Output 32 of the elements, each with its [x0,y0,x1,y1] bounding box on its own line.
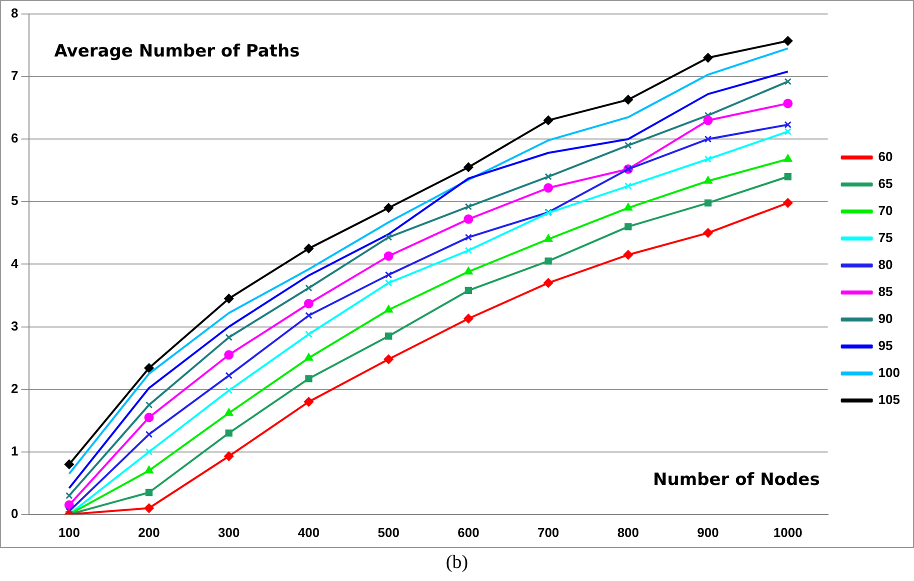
x-tick-label: 300 [218,524,240,540]
x-tick-label: 800 [617,524,640,540]
y-tick-label: 1 [10,443,18,458]
y-tick-label: 5 [10,193,18,208]
y-tick-label: 6 [10,130,18,146]
x-tick-label: 500 [378,524,400,540]
legend-label: 90 [878,311,893,326]
x-tick-label: 100 [58,524,80,540]
y-tick-label: 7 [10,68,18,84]
legend-label: 80 [878,257,893,272]
y-tick-label: 3 [10,318,18,334]
legend-label: 60 [878,149,893,164]
x-tick-label: 1000 [773,524,802,540]
y-axis-title: Average Number of Paths [54,41,300,62]
legend-label: 100 [878,365,900,380]
legend-label: 85 [878,284,893,300]
legend-label: 65 [878,176,893,192]
x-axis-title: Number of Nodes [653,470,820,490]
legend-label: 75 [878,230,893,246]
y-tick-label: 2 [10,380,18,396]
text: (b) [444,552,470,574]
x-tick-label: 700 [537,524,560,540]
legend-label: 70 [878,203,893,218]
x-tick-label: 900 [697,524,719,540]
y-tick-label: 8 [10,6,18,21]
x-tick-label: 600 [458,524,480,540]
y-tick-label: 4 [10,256,19,271]
x-tick-label: 200 [138,524,160,540]
x-tick-label: 400 [298,524,320,540]
legend-label: 95 [878,338,893,354]
legend-label: 105 [878,392,900,408]
y-tick-label: 0 [10,506,18,521]
